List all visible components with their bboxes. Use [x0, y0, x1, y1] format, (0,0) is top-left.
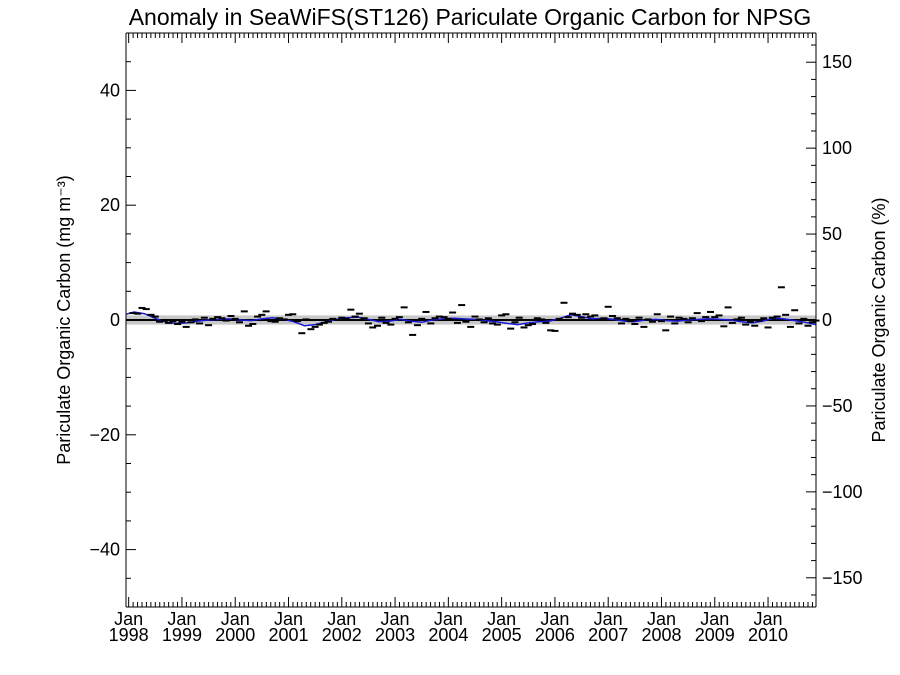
x-tick-month-label: Jan [434, 609, 463, 629]
x-tick-year-label: 2000 [215, 625, 255, 645]
chart-title: Anomaly in SeaWiFS(ST126) Pariculate Org… [128, 4, 812, 30]
x-tick-year-label: 2002 [322, 625, 362, 645]
x-tick-month-label: Jan [487, 609, 516, 629]
x-tick-year-label: 2003 [375, 625, 415, 645]
y-left-tick-label: −20 [89, 425, 120, 445]
x-tick-month-label: Jan [221, 609, 250, 629]
y-right-tick-label: 50 [822, 224, 842, 244]
x-tick-month-label: Jan [754, 609, 783, 629]
x-tick-year-label: 2001 [268, 625, 308, 645]
x-tick-year-label: 2007 [588, 625, 628, 645]
x-tick-year-label: 2010 [748, 625, 788, 645]
y-right-tick-label: −50 [822, 396, 853, 416]
x-tick-year-label: 1998 [109, 625, 149, 645]
y-left-tick-label: 0 [110, 310, 120, 330]
smoothed-series-group [125, 311, 817, 327]
x-tick-year-label: 2005 [482, 625, 522, 645]
x-tick-month-label: Jan [327, 609, 356, 629]
ticks-group [126, 32, 816, 608]
x-tick-year-label: 2006 [535, 625, 575, 645]
x-tick-month-label: Jan [114, 609, 143, 629]
y-right-tick-label: 150 [822, 52, 852, 72]
x-tick-year-label: 2009 [695, 625, 735, 645]
y-right-tick-label: −150 [822, 568, 863, 588]
y-right-tick-label: 100 [822, 138, 852, 158]
monthly-marks-group [129, 286, 820, 336]
y-left-tick-label: −40 [89, 540, 120, 560]
y-right-tick-label: 0 [822, 310, 832, 330]
y-left-tick-label: 20 [100, 195, 120, 215]
y-axis-left-label: Pariculate Organic Carbon (mg m⁻³) [54, 175, 74, 465]
x-tick-year-label: 2004 [428, 625, 468, 645]
x-tick-year-label: 2008 [641, 625, 681, 645]
x-tick-month-label: Jan [274, 609, 303, 629]
smoothed-series-line [125, 311, 817, 327]
x-tick-month-label: Jan [594, 609, 623, 629]
x-tick-year-label: 1999 [162, 625, 202, 645]
x-tick-month-label: Jan [700, 609, 729, 629]
tick-labels-group: 40200−20−40150100500−50−100−150Jan1998Ja… [89, 52, 862, 645]
y-axis-right-label: Pariculate Organic Carbon (%) [869, 197, 889, 442]
y-left-tick-label: 40 [100, 80, 120, 100]
x-tick-month-label: Jan [540, 609, 569, 629]
y-right-tick-label: −100 [822, 482, 863, 502]
x-tick-month-label: Jan [167, 609, 196, 629]
x-tick-month-label: Jan [647, 609, 676, 629]
x-tick-month-label: Jan [381, 609, 410, 629]
